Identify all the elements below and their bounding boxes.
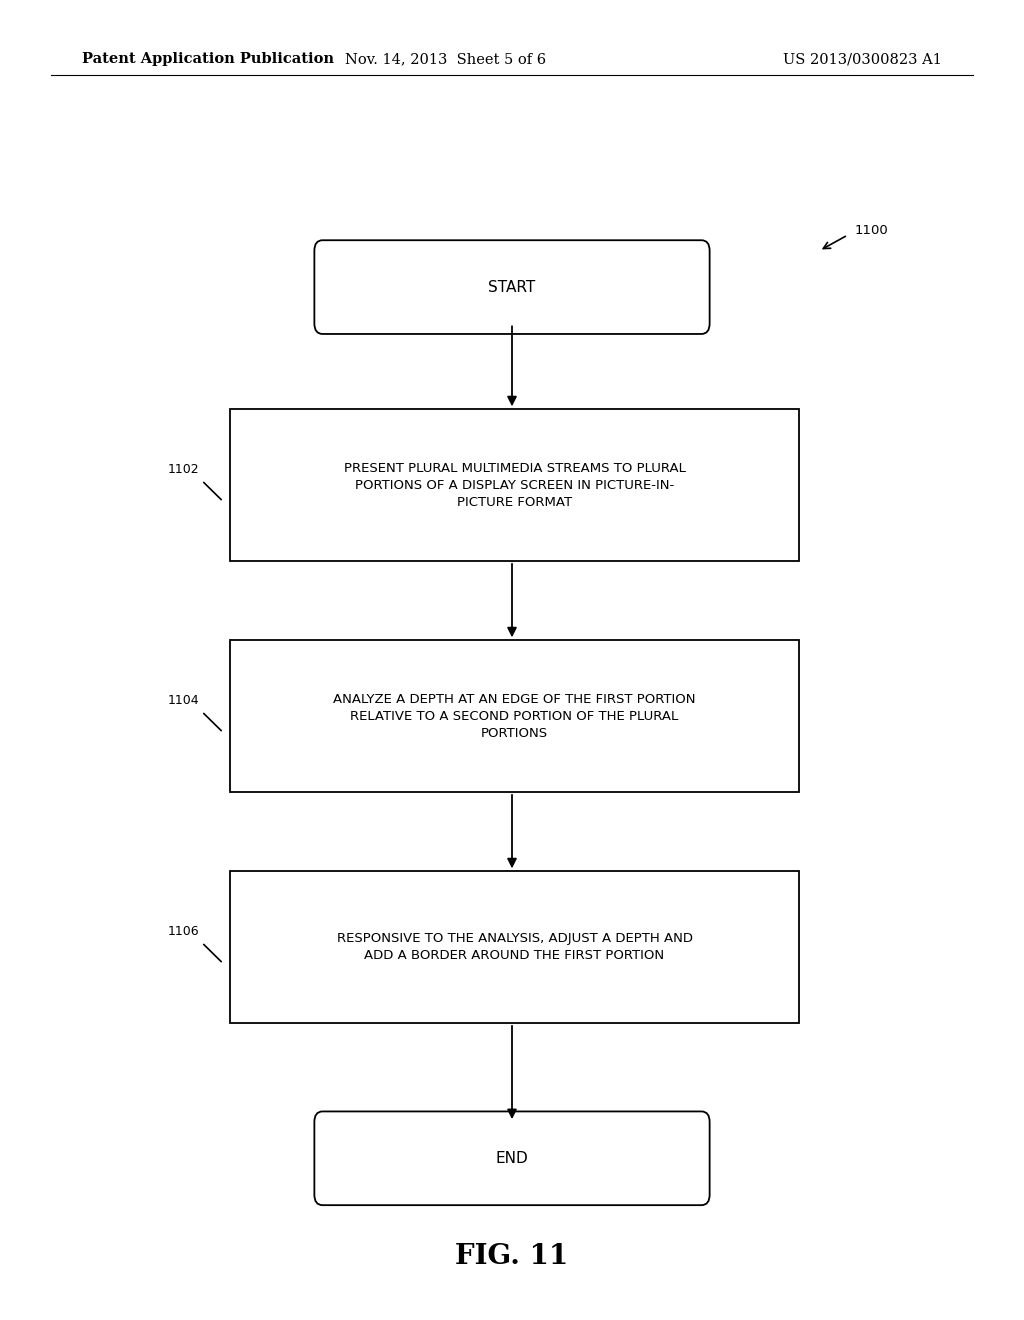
Bar bbox=[230, 409, 799, 561]
Text: END: END bbox=[496, 1151, 528, 1166]
Text: ANALYZE A DEPTH AT AN EDGE OF THE FIRST PORTION
RELATIVE TO A SECOND PORTION OF : ANALYZE A DEPTH AT AN EDGE OF THE FIRST … bbox=[333, 693, 696, 739]
FancyBboxPatch shape bbox=[314, 240, 710, 334]
Text: 1104: 1104 bbox=[168, 694, 200, 708]
Text: FIG. 11: FIG. 11 bbox=[456, 1243, 568, 1270]
Text: PRESENT PLURAL MULTIMEDIA STREAMS TO PLURAL
PORTIONS OF A DISPLAY SCREEN IN PICT: PRESENT PLURAL MULTIMEDIA STREAMS TO PLU… bbox=[344, 462, 685, 508]
Text: Patent Application Publication: Patent Application Publication bbox=[82, 53, 334, 66]
Text: 1106: 1106 bbox=[168, 925, 200, 939]
Text: 1100: 1100 bbox=[855, 224, 889, 238]
Text: 1102: 1102 bbox=[168, 463, 200, 477]
Text: START: START bbox=[488, 280, 536, 294]
Bar bbox=[230, 871, 799, 1023]
Text: US 2013/0300823 A1: US 2013/0300823 A1 bbox=[783, 53, 942, 66]
FancyBboxPatch shape bbox=[314, 1111, 710, 1205]
Text: Nov. 14, 2013  Sheet 5 of 6: Nov. 14, 2013 Sheet 5 of 6 bbox=[345, 53, 546, 66]
Bar bbox=[230, 640, 799, 792]
Text: RESPONSIVE TO THE ANALYSIS, ADJUST A DEPTH AND
ADD A BORDER AROUND THE FIRST POR: RESPONSIVE TO THE ANALYSIS, ADJUST A DEP… bbox=[337, 932, 692, 962]
